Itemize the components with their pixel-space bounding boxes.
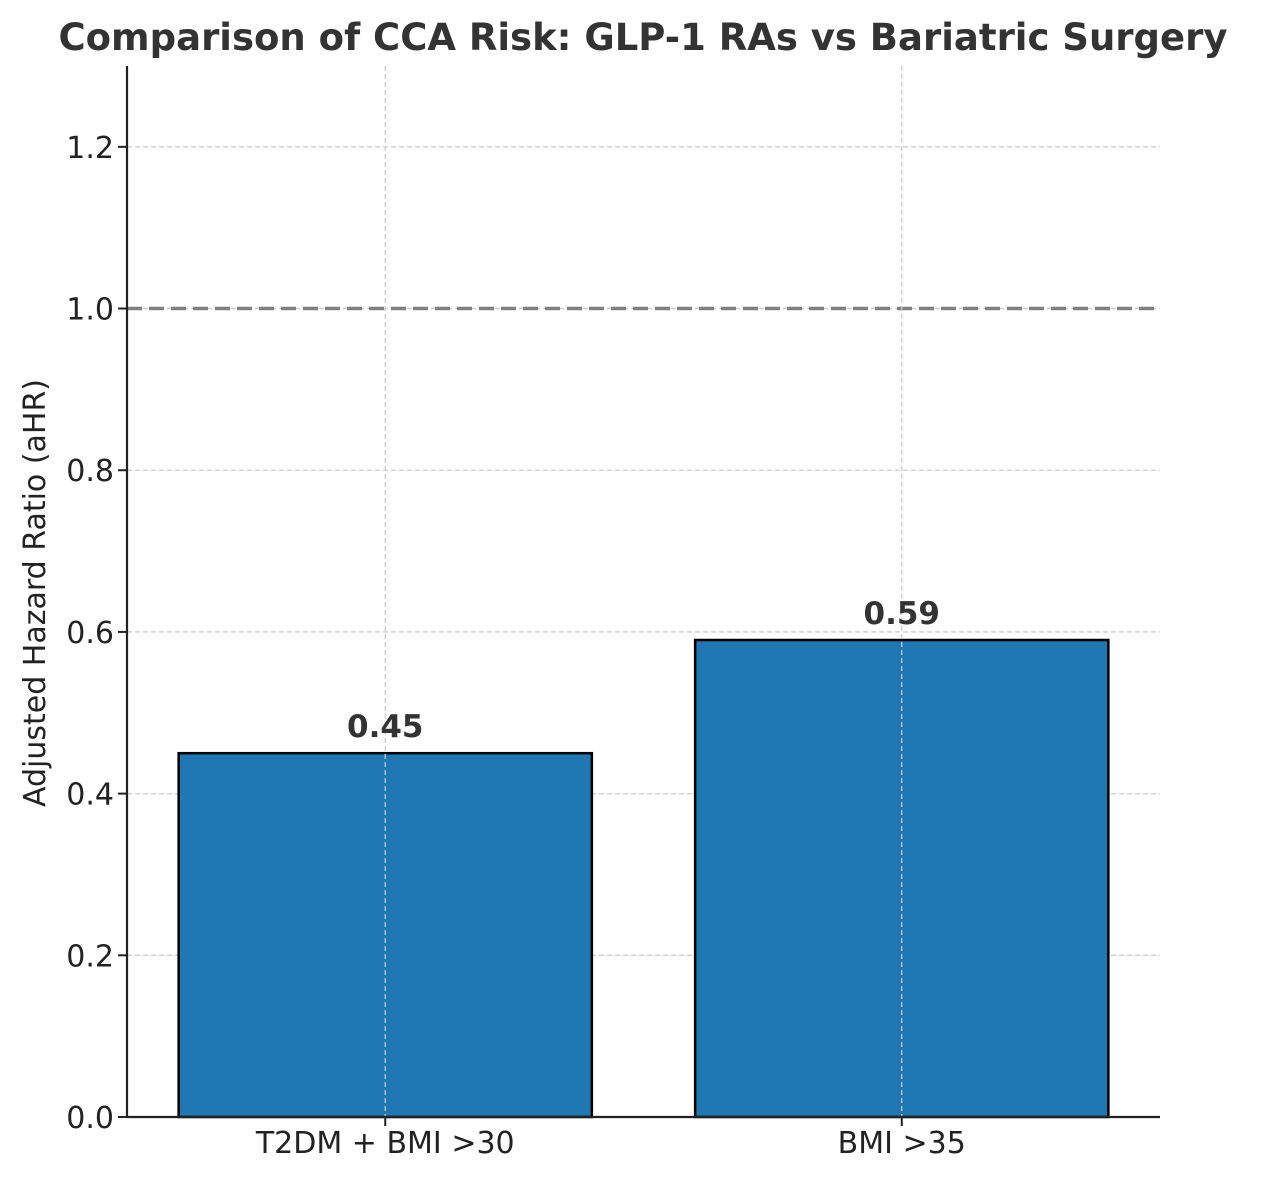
y-axis-label: Adjusted Hazard Ratio (aHR) xyxy=(18,379,53,807)
y-tick-label: 0.8 xyxy=(66,454,114,489)
y-tick-label: 1.2 xyxy=(66,131,114,166)
y-tick-label: 0.2 xyxy=(66,939,114,974)
bar-value-label: 0.59 xyxy=(864,596,941,632)
y-tick-label: 0.6 xyxy=(66,616,114,651)
vertical-grid xyxy=(384,66,903,1117)
y-tick-label: 1.0 xyxy=(66,293,114,328)
x-tick-label: BMI >35 xyxy=(838,1126,966,1161)
labels: 0.0 0.2 0.4 0.6 0.8 1.0 1.2 0.45 0.59 T2DM + BMI … xyxy=(66,131,966,1161)
x-tick-label: T2DM + BMI >30 xyxy=(255,1126,515,1161)
axes xyxy=(118,66,1160,1126)
chart-title: Comparison of CCA Risk: GLP-1 RAs vs Bar… xyxy=(58,16,1227,59)
y-tick-label: 0.4 xyxy=(66,778,114,813)
bar-value-label: 0.45 xyxy=(347,709,424,745)
bars xyxy=(177,638,1110,1119)
y-tick-label: 0.0 xyxy=(66,1101,114,1136)
